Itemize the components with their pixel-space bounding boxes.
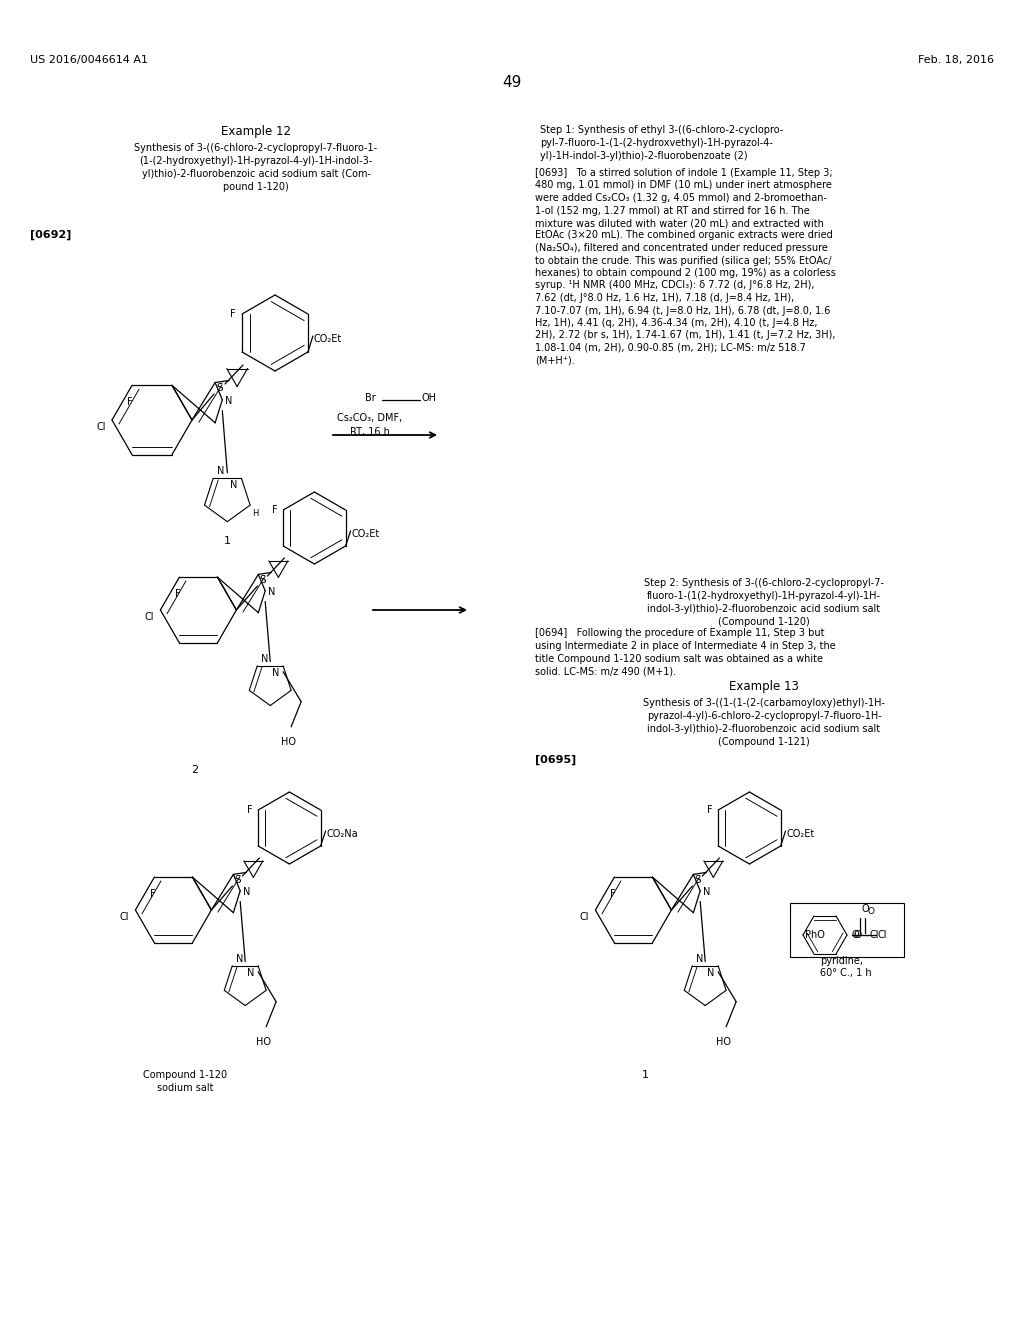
Text: hexanes) to obtain compound 2 (100 mg, 19%) as a colorless: hexanes) to obtain compound 2 (100 mg, 1… xyxy=(535,268,836,279)
Text: sodium salt: sodium salt xyxy=(157,1082,213,1093)
Text: N: N xyxy=(707,968,714,978)
Text: 49: 49 xyxy=(503,75,521,90)
Text: EtOAc (3×20 mL). The combined organic extracts were dried: EtOAc (3×20 mL). The combined organic ex… xyxy=(535,231,833,240)
Text: syrup. ¹H NMR (400 MHz, CDCl₃): δ 7.72 (d, J°6.8 Hz, 2H),: syrup. ¹H NMR (400 MHz, CDCl₃): δ 7.72 (… xyxy=(535,281,814,290)
Text: yl)-1H-indol-3-yl)thio)-2-fluorobenzoate (2): yl)-1H-indol-3-yl)thio)-2-fluorobenzoate… xyxy=(540,150,748,161)
Text: (Na₂SO₄), filtered and concentrated under reduced pressure: (Na₂SO₄), filtered and concentrated unde… xyxy=(535,243,827,253)
Text: O: O xyxy=(862,904,869,913)
Text: F: F xyxy=(150,890,156,899)
Text: to obtain the crude. This was purified (silica gel; 55% EtOAc/: to obtain the crude. This was purified (… xyxy=(535,256,831,265)
Text: Cl: Cl xyxy=(580,912,590,921)
Text: CO₂Et: CO₂Et xyxy=(351,529,380,539)
Text: CO₂Et: CO₂Et xyxy=(314,334,342,345)
Text: Cs₂CO₃, DMF,: Cs₂CO₃, DMF, xyxy=(337,413,402,422)
Text: using Intermediate 2 in place of Intermediate 4 in Step 3, the: using Intermediate 2 in place of Interme… xyxy=(535,642,836,651)
Text: PhO: PhO xyxy=(805,931,825,940)
Text: Step 1: Synthesis of ethyl 3-((6-chloro-2-cyclopro-: Step 1: Synthesis of ethyl 3-((6-chloro-… xyxy=(540,125,783,135)
Text: N: N xyxy=(703,887,711,896)
Text: 1: 1 xyxy=(641,1071,648,1080)
Text: N: N xyxy=(261,653,268,664)
Text: Br: Br xyxy=(365,393,376,403)
Text: 7.62 (dt, J°8.0 Hz, 1.6 Hz, 1H), 7.18 (d, J=8.4 Hz, 1H),: 7.62 (dt, J°8.0 Hz, 1.6 Hz, 1H), 7.18 (d… xyxy=(535,293,795,304)
Text: [0693]   To a stirred solution of indole 1 (Example 11, Step 3;: [0693] To a stirred solution of indole 1… xyxy=(535,168,833,178)
Text: N: N xyxy=(237,954,244,964)
Text: 1-ol (152 mg, 1.27 mmol) at RT and stirred for 16 h. The: 1-ol (152 mg, 1.27 mmol) at RT and stirr… xyxy=(535,206,810,215)
Text: (M+H⁺).: (M+H⁺). xyxy=(535,355,574,366)
Text: O: O xyxy=(854,931,862,940)
Text: HO: HO xyxy=(716,1036,731,1047)
Text: pyridine,: pyridine, xyxy=(820,956,863,966)
Text: CO₂Na: CO₂Na xyxy=(327,829,358,840)
Text: N: N xyxy=(225,396,232,405)
Text: 480 mg, 1.01 mmol) in DMF (10 mL) under inert atmosphere: 480 mg, 1.01 mmol) in DMF (10 mL) under … xyxy=(535,181,831,190)
Text: Example 12: Example 12 xyxy=(221,125,291,139)
Text: indol-3-yl)thio)-2-fluorobenzoic acid sodium salt: indol-3-yl)thio)-2-fluorobenzoic acid so… xyxy=(647,605,881,614)
Text: O: O xyxy=(851,931,859,940)
Text: F: F xyxy=(230,309,237,319)
Text: [0695]: [0695] xyxy=(535,755,577,766)
Text: [0692]: [0692] xyxy=(30,230,72,240)
Text: 60° C., 1 h: 60° C., 1 h xyxy=(820,968,871,978)
Text: F: F xyxy=(609,890,615,899)
Text: S: S xyxy=(259,576,265,585)
Text: Hz, 1H), 4.41 (q, 2H), 4.36-4.34 (m, 2H), 4.10 (t, J=4.8 Hz,: Hz, 1H), 4.41 (q, 2H), 4.36-4.34 (m, 2H)… xyxy=(535,318,817,327)
Text: Cl: Cl xyxy=(96,422,106,432)
Text: 1.08-1.04 (m, 2H), 0.90-0.85 (m, 2H); LC-MS: m/z 518.7: 1.08-1.04 (m, 2H), 0.90-0.85 (m, 2H); LC… xyxy=(535,343,806,352)
Text: title Compound 1-120 sodium salt was obtained as a white: title Compound 1-120 sodium salt was obt… xyxy=(535,653,823,664)
Text: CO₂Et: CO₂Et xyxy=(786,829,815,840)
Text: 2H), 2.72 (br s, 1H), 1.74-1.67 (m, 1H), 1.41 (t, J=7.2 Hz, 3H),: 2H), 2.72 (br s, 1H), 1.74-1.67 (m, 1H),… xyxy=(535,330,836,341)
Text: (Compound 1-121): (Compound 1-121) xyxy=(718,737,810,747)
Text: N: N xyxy=(268,586,275,597)
Text: F: F xyxy=(271,506,278,515)
Text: indol-3-yl)thio)-2-fluorobenzoic acid sodium salt: indol-3-yl)thio)-2-fluorobenzoic acid so… xyxy=(647,723,881,734)
Text: S: S xyxy=(217,383,223,393)
Text: US 2016/0046614 A1: US 2016/0046614 A1 xyxy=(30,55,148,65)
Text: Compound 1-120: Compound 1-120 xyxy=(143,1071,227,1080)
Text: Cl: Cl xyxy=(877,931,887,940)
Text: Cl: Cl xyxy=(145,612,155,622)
Text: N: N xyxy=(271,668,280,677)
Text: HO: HO xyxy=(281,737,296,747)
Text: solid. LC-MS: m/z 490 (M+1).: solid. LC-MS: m/z 490 (M+1). xyxy=(535,667,676,677)
Text: [0694]   Following the procedure of Example 11, Step 3 but: [0694] Following the procedure of Exampl… xyxy=(535,628,824,638)
Text: yl)thio)-2-fluorobenzoic acid sodium salt (Com-: yl)thio)-2-fluorobenzoic acid sodium sal… xyxy=(141,169,371,180)
Text: N: N xyxy=(247,968,254,978)
Text: Synthesis of 3-((1-(1-(2-(carbamoyloxy)ethyl)-1H-: Synthesis of 3-((1-(1-(2-(carbamoyloxy)e… xyxy=(643,698,885,708)
Text: Cl: Cl xyxy=(870,931,880,940)
Text: fluoro-1-(1(2-hydroxyethyl)-1H-pyrazol-4-yl)-1H-: fluoro-1-(1(2-hydroxyethyl)-1H-pyrazol-4… xyxy=(647,591,881,601)
Text: Cl: Cl xyxy=(120,912,129,921)
Text: F: F xyxy=(707,805,713,814)
Text: RT, 16 h: RT, 16 h xyxy=(350,426,390,437)
Text: N: N xyxy=(244,887,251,896)
Text: pyrazol-4-yl)-6-chloro-2-cyclopropyl-7-fluoro-1H-: pyrazol-4-yl)-6-chloro-2-cyclopropyl-7-f… xyxy=(646,711,882,721)
Text: 2: 2 xyxy=(191,766,199,775)
Text: N: N xyxy=(230,480,238,490)
Text: 7.10-7.07 (m, 1H), 6.94 (t, J=8.0 Hz, 1H), 6.78 (dt, J=8.0, 1.6: 7.10-7.07 (m, 1H), 6.94 (t, J=8.0 Hz, 1H… xyxy=(535,305,830,315)
Text: OH: OH xyxy=(422,393,437,403)
Text: mixture was diluted with water (20 mL) and extracted with: mixture was diluted with water (20 mL) a… xyxy=(535,218,824,228)
Text: were added Cs₂CO₃ (1.32 g, 4.05 mmol) and 2-bromoethan-: were added Cs₂CO₃ (1.32 g, 4.05 mmol) an… xyxy=(535,193,827,203)
Text: F: F xyxy=(174,589,180,599)
Text: Synthesis of 3-((6-chloro-2-cyclopropyl-7-fluoro-1-: Synthesis of 3-((6-chloro-2-cyclopropyl-… xyxy=(134,143,378,153)
Text: S: S xyxy=(234,875,241,884)
Text: N: N xyxy=(696,954,703,964)
Text: (1-(2-hydroxyethyl)-1H-pyrazol-4-yl)-1H-indol-3-: (1-(2-hydroxyethyl)-1H-pyrazol-4-yl)-1H-… xyxy=(139,156,373,166)
Text: HO: HO xyxy=(256,1036,270,1047)
Text: S: S xyxy=(694,875,700,884)
Text: O: O xyxy=(867,907,874,916)
Text: Step 2: Synthesis of 3-((6-chloro-2-cyclopropyl-7-: Step 2: Synthesis of 3-((6-chloro-2-cycl… xyxy=(644,578,884,587)
Text: H: H xyxy=(252,510,258,517)
Text: Feb. 18, 2016: Feb. 18, 2016 xyxy=(918,55,994,65)
Text: F: F xyxy=(127,397,133,408)
Text: pound 1-120): pound 1-120) xyxy=(223,182,289,191)
Text: 1: 1 xyxy=(224,536,230,545)
FancyBboxPatch shape xyxy=(790,903,904,957)
Text: N: N xyxy=(217,466,224,477)
Text: pyl-7-fluoro-1-(1-(2-hydroxvethyl)-1H-pyrazol-4-: pyl-7-fluoro-1-(1-(2-hydroxvethyl)-1H-py… xyxy=(540,139,773,148)
Text: Example 13: Example 13 xyxy=(729,680,799,693)
Text: (Compound 1-120): (Compound 1-120) xyxy=(718,616,810,627)
Text: F: F xyxy=(247,805,252,814)
